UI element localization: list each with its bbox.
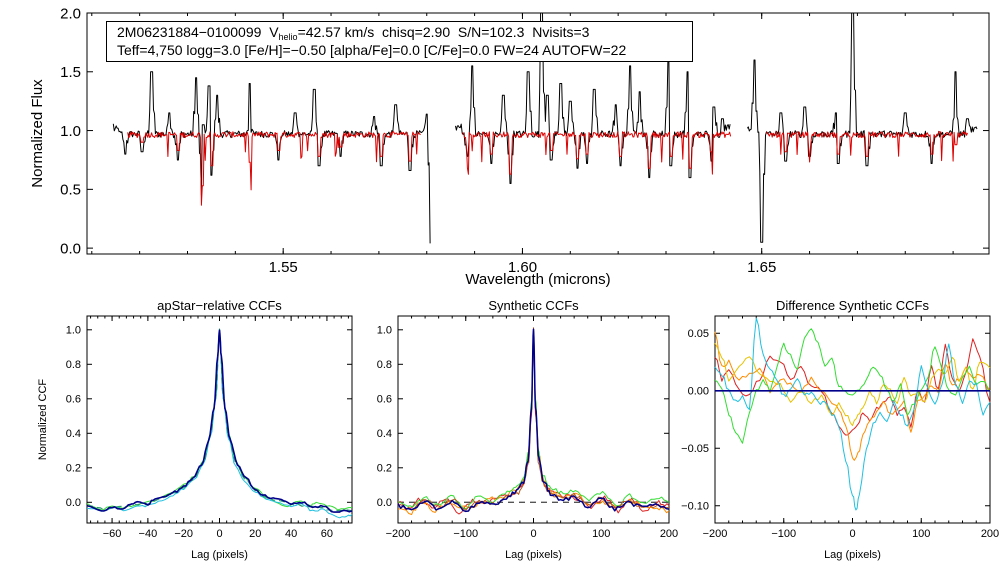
x-tick-label: −100 — [771, 528, 796, 540]
nvisits-value: Nvisits=3 — [532, 24, 590, 40]
chart-title: Difference Synthetic CCFs — [776, 298, 929, 313]
x-tick-label: −20 — [174, 528, 193, 540]
ccf-series-visit-1 — [86, 330, 353, 511]
observed-spectrum-chip — [455, 12, 731, 184]
x-tick-label: 0 — [216, 528, 222, 540]
spectrum-panel: 1.55 1.60 1.65 0.0 0.5 1.0 1.5 2.0 Wavelength (m… — [29, 5, 990, 288]
x-tick-label: −40 — [139, 528, 158, 540]
plot-frame — [86, 315, 353, 524]
x-tick-label: 200 — [981, 528, 999, 540]
y-tick-label: 1.0 — [66, 325, 81, 337]
y-tick-label: 0.0 — [377, 497, 392, 509]
y-tick-label: 0.4 — [377, 428, 392, 440]
y-tick-label: 0.5 — [60, 182, 81, 199]
x-axis-label: Lag (pixels) — [505, 549, 562, 561]
ccf-series-visit-3 — [86, 328, 353, 512]
chart-title: Synthetic CCFs — [488, 298, 579, 313]
ccf-series-visit-2 — [714, 331, 991, 461]
x-tick-label: 200 — [660, 528, 678, 540]
difference-ccf-panel: −200 −100 0 100 200 −0.10 −0.05 0.00 0.05 Differe… — [681, 298, 999, 561]
ccf-series-visit-5 — [714, 317, 991, 511]
y-tick-label: 0.0 — [60, 240, 81, 257]
y-tick-label: 0.00 — [688, 386, 709, 398]
y-tick-label: 1.5 — [60, 64, 81, 81]
star-id: 2M06231884−0100099 — [117, 24, 262, 40]
y-tick-label: −0.05 — [681, 443, 709, 455]
ccf-series-visit-3 — [714, 343, 991, 427]
stellar-params: Teff=4,750 logg=3.0 [Fe/H]=−0.50 [alpha/… — [117, 42, 627, 58]
y-tick-label: 0.4 — [66, 428, 81, 440]
ccf-series-combined — [86, 329, 353, 513]
y-tick-label: 2.0 — [60, 5, 81, 22]
x-tick-label: 100 — [912, 528, 930, 540]
x-tick-label: −100 — [453, 528, 478, 540]
y-tick-label: 0.6 — [66, 394, 81, 406]
ccf-series-visit-3 — [397, 330, 670, 509]
observed-spectrum-chip — [112, 71, 431, 244]
info-line-1: 2M06231884−0100099 Vhelio=42.57 km/s chi… — [117, 24, 589, 42]
x-tick-label: 1.55 — [269, 259, 298, 276]
y-axis-label: Normalized Flux — [29, 79, 46, 188]
snr-value: S/N=102.3 — [457, 24, 525, 40]
ccf-series-visit-2 — [397, 330, 670, 515]
x-tick-label: 100 — [592, 528, 610, 540]
x-tick-label: 1.65 — [747, 259, 776, 276]
y-tick-label: 0.05 — [688, 328, 709, 340]
y-tick-label: 0.8 — [377, 359, 392, 371]
vhelio-label: Vhelio=42.57 km/s — [269, 24, 375, 42]
y-tick-label: 0.6 — [377, 394, 392, 406]
x-tick-label: 1.60 — [508, 259, 537, 276]
x-tick-label: 60 — [321, 528, 333, 540]
y-tick-label: 0.2 — [66, 463, 81, 475]
observed-spectrum-chip — [746, 12, 978, 243]
ccf-series-combined — [397, 328, 670, 513]
chart-title: apStar−relative CCFs — [157, 298, 282, 313]
x-tick-label: −200 — [386, 528, 411, 540]
chisq-value: chisq=2.90 — [382, 24, 451, 40]
ccf-series-visit-4 — [397, 327, 670, 511]
ccf-series-visit-1 — [397, 331, 670, 515]
x-tick-label: 0 — [849, 528, 855, 540]
y-tick-label: 1.0 — [377, 325, 392, 337]
x-tick-label: −200 — [703, 528, 728, 540]
ccf-series-visit-2 — [86, 328, 353, 519]
vhelio-value: =42.57 km/s — [297, 24, 375, 40]
x-axis-label: Wavelength (microns) — [465, 271, 610, 288]
y-tick-label: 0.8 — [66, 359, 81, 371]
plot-frame — [714, 315, 991, 524]
model-spectrum-chip — [462, 131, 732, 175]
apstar-ccf-panel: −60 −40 −20 0 20 40 60 0.0 0.2 0.4 0.6 0.8 1.0 apStar… — [37, 298, 353, 561]
spectrum-info-box: 2M06231884−0100099 Vhelio=42.57 km/s chi… — [106, 21, 693, 62]
plot-frame — [86, 12, 990, 255]
y-tick-label: 0.0 — [66, 497, 81, 509]
y-tick-label: −0.10 — [681, 501, 709, 513]
y-axis-label: Normalized CCF — [37, 379, 49, 461]
model-spectrum-chip — [766, 131, 968, 163]
x-tick-label: 20 — [249, 528, 261, 540]
vhelio-subscript: helio — [278, 32, 298, 42]
model-spectrum-chip — [127, 131, 421, 206]
y-tick-label: 1.0 — [60, 123, 81, 140]
x-axis-label: Lag (pixels) — [824, 549, 881, 561]
x-tick-label: 0 — [530, 528, 536, 540]
x-tick-label: −60 — [103, 528, 122, 540]
x-tick-label: 40 — [285, 528, 297, 540]
x-axis-label: Lag (pixels) — [191, 549, 248, 561]
ccf-series-visit-1 — [714, 338, 991, 436]
y-tick-label: 0.2 — [377, 463, 392, 475]
synthetic-ccf-panel: −200 −100 0 100 200 0.0 0.2 0.4 0.6 0.8 1.0 Synthet… — [377, 298, 678, 561]
